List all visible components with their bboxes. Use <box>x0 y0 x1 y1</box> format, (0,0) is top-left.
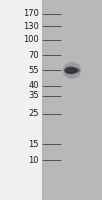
Ellipse shape <box>63 62 81 79</box>
Ellipse shape <box>73 68 80 73</box>
Text: 170: 170 <box>23 9 39 19</box>
Text: 40: 40 <box>28 81 39 90</box>
Text: 55: 55 <box>28 66 39 75</box>
Text: 130: 130 <box>23 22 39 31</box>
Text: 15: 15 <box>28 140 39 149</box>
Ellipse shape <box>64 67 78 74</box>
Text: 35: 35 <box>28 91 39 100</box>
Bar <box>0 0 42 200</box>
Text: 25: 25 <box>28 110 39 118</box>
Text: 10: 10 <box>28 156 39 165</box>
Text: 100: 100 <box>23 36 39 45</box>
Text: 70: 70 <box>28 50 39 60</box>
